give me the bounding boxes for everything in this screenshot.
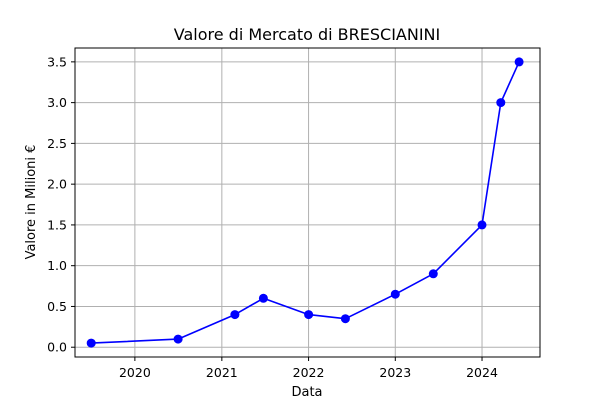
chart-title: Valore di Mercato di BRESCIANINI (174, 25, 440, 44)
x-tick-label: 2020 (119, 365, 151, 380)
y-tick-label: 0.5 (47, 299, 67, 314)
data-point (496, 98, 506, 108)
axis-ticks: 2020 2021 2022 2023 2024 0.0 0.5 1.0 1.5 2.0 2.5 3.… (47, 54, 498, 380)
data-point (304, 310, 314, 320)
x-axis-label: Data (291, 385, 322, 400)
data-point (428, 269, 438, 279)
y-tick-label: 3.5 (47, 54, 67, 69)
data-point (258, 293, 268, 303)
data-point (514, 57, 524, 67)
series-layer (86, 57, 524, 348)
y-tick-label: 1.0 (47, 258, 67, 273)
plot-frame (74, 47, 541, 358)
data-point (230, 310, 240, 320)
data-point (390, 289, 400, 299)
y-tick-label: 1.5 (47, 217, 67, 232)
y-tick-label: 0.0 (47, 340, 67, 355)
x-tick-label: 2024 (466, 365, 498, 380)
y-axis-label: Valore in Milioni € (24, 145, 39, 260)
y-tick-label: 2.0 (47, 177, 67, 192)
data-point (477, 220, 487, 230)
x-tick-label: 2021 (206, 365, 238, 380)
grid (75, 48, 540, 357)
data-point (86, 338, 96, 348)
y-tick-label: 3.0 (47, 95, 67, 110)
data-point (340, 314, 350, 324)
x-tick-label: 2023 (379, 365, 411, 380)
y-tick-label: 2.5 (47, 136, 67, 151)
x-tick-label: 2022 (293, 365, 325, 380)
data-point (173, 334, 183, 344)
